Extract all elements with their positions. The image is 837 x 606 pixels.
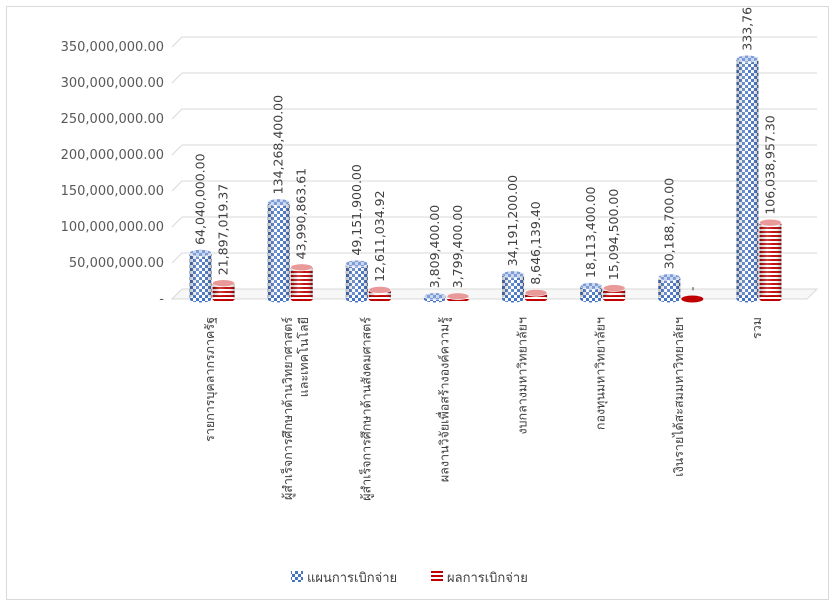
category-label: เงินรายได้สะสมมหาวิทยาลัยฯ	[671, 317, 686, 477]
gridline	[171, 36, 817, 48]
data-label: 134,268,400.00	[271, 95, 286, 194]
y-tick-label: 50,000,000.00	[69, 256, 164, 271]
data-labels: 64,040,000.00 21,897,019.37 134,268,400.00…	[193, 7, 778, 291]
gridline	[171, 72, 817, 84]
y-tick-label: 200,000,000.00	[61, 148, 164, 163]
data-label: 64,040,000.00	[193, 153, 208, 244]
bar-chart: - 50,000,000.00 100,000,000.00 150,000,000.…	[61, 7, 819, 586]
data-label: 333,763,000.00	[739, 7, 754, 51]
y-tick-label: 300,000,000.00	[61, 76, 164, 91]
bar-shading	[658, 277, 681, 299]
x-axis: รายการบุคลากรภาครัฐ ผู้สำเร็จการศึกษาด้าน…	[202, 317, 764, 501]
bar-base	[502, 295, 525, 303]
legend-label: แผนการเบิกจ่าย	[307, 571, 397, 586]
bar-shading	[345, 263, 368, 299]
bar-shading	[368, 289, 391, 299]
gridlines	[170, 36, 819, 300]
legend: แผนการเบิกจ่าย ผลการเบิกจ่าย	[291, 571, 528, 586]
bar-top	[368, 286, 392, 294]
bar-top	[579, 282, 603, 290]
data-label: 12,611,034.92	[372, 190, 387, 281]
data-label: 43,990,863.61	[294, 168, 309, 259]
data-label: 18,113,400.00	[583, 186, 598, 277]
gridline	[171, 108, 817, 120]
y-tick-label: 250,000,000.00	[61, 112, 164, 127]
category-label: ผลงานวิจัยเพื่อสร้างองค์ความรู้	[435, 317, 452, 482]
bar-base	[345, 295, 368, 303]
bar-base	[759, 295, 782, 303]
category-label: งบกลางมหาวิทยาลัยฯ	[515, 317, 530, 435]
bar-shading	[759, 222, 782, 299]
bar-base	[368, 295, 391, 303]
data-label: 3,809,400.00	[427, 205, 442, 289]
legend-swatch-plan	[291, 571, 303, 582]
bar-top	[267, 198, 290, 207]
bar-base	[525, 295, 548, 303]
bars	[189, 54, 782, 303]
category-label: และเทคโนโลยี	[296, 317, 311, 397]
y-tick-label: 350,000,000.00	[61, 40, 164, 55]
y-tick-label: 100,000,000.00	[61, 220, 164, 235]
bar-shading	[603, 288, 626, 299]
gridline	[171, 144, 817, 156]
bar-top	[681, 295, 704, 303]
data-label: 49,151,900.00	[349, 164, 364, 255]
bar-top	[189, 249, 212, 257]
bar-top	[212, 279, 235, 288]
bar-top	[759, 218, 782, 227]
bar-top	[524, 288, 548, 297]
bar-base	[267, 295, 290, 303]
data-label: 21,897,019.37	[216, 184, 231, 275]
bar-shading	[189, 252, 212, 299]
bar-top	[602, 284, 626, 292]
bar-shading	[290, 267, 313, 299]
bar-base	[189, 295, 212, 303]
legend-label: ผลการเบิกจ่าย	[447, 571, 528, 586]
category-label: ผู้สำเร็จการศึกษาด้านสังคมศาสตร์	[358, 317, 374, 501]
category-label: รวม	[749, 317, 764, 339]
legend-swatch-actual	[431, 571, 443, 582]
bar-base	[580, 295, 603, 303]
gridline	[171, 180, 817, 192]
data-label: 3,799,400.00	[450, 205, 465, 289]
bar-top	[423, 292, 447, 301]
data-label: 8,646,139.40	[528, 201, 543, 285]
bar-base	[736, 295, 759, 303]
data-label: 15,094,500.00	[606, 189, 621, 280]
chart-frame: - 50,000,000.00 100,000,000.00 150,000,000.…	[6, 6, 829, 600]
data-label: -	[684, 286, 699, 291]
bar-top	[658, 273, 681, 282]
bar-base	[212, 295, 235, 303]
y-axis: - 50,000,000.00 100,000,000.00 150,000,000.…	[61, 40, 165, 307]
bar-shading	[736, 58, 759, 299]
bar-base	[603, 295, 626, 303]
bar-shading	[267, 202, 290, 299]
bar-base	[658, 295, 681, 303]
bar-top	[446, 292, 470, 301]
category-label: ผู้สำเร็จการศึกษาด้านวิทยาศาสตร์	[280, 317, 296, 500]
bar-shading	[212, 283, 235, 299]
bar-top	[501, 270, 525, 279]
y-tick-label: -	[159, 292, 164, 307]
bar-top	[736, 54, 759, 63]
category-label: รายการบุคลากรภาครัฐ	[202, 317, 218, 442]
bar-top	[345, 259, 369, 268]
gridline	[171, 252, 817, 264]
bar-top	[290, 263, 313, 272]
y-tick-label: 150,000,000.00	[61, 184, 164, 199]
bar-shading	[502, 274, 525, 299]
data-label: 34,191,200.00	[505, 175, 520, 266]
data-label: 106,038,957.30	[762, 115, 777, 214]
gridline	[171, 216, 817, 228]
data-label: 30,188,700.00	[661, 178, 676, 269]
bar-base	[290, 295, 313, 303]
category-label: กองทุนมหาวิทยาลัยฯ	[593, 317, 609, 430]
